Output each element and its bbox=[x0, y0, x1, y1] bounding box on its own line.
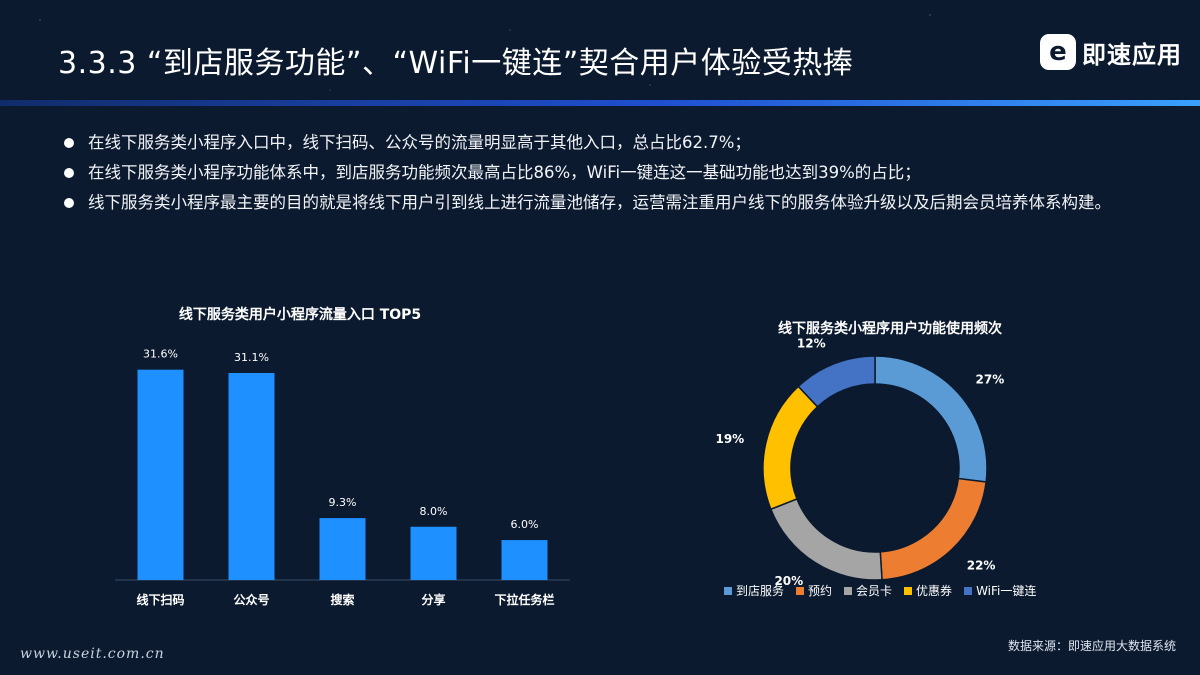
bar-category-label: 公众号 bbox=[233, 592, 269, 607]
legend-item: 优惠券 bbox=[904, 582, 952, 599]
donut-slice bbox=[874, 355, 988, 483]
donut-slice bbox=[762, 385, 819, 511]
bar bbox=[410, 526, 457, 580]
donut-value-label: 22% bbox=[967, 559, 996, 573]
donut-value-label: 19% bbox=[715, 432, 744, 446]
donut-value-label: 12% bbox=[797, 336, 826, 350]
brand-mark-icon: e bbox=[1040, 34, 1076, 70]
bar bbox=[228, 373, 275, 580]
legend-label: 会员卡 bbox=[856, 584, 893, 598]
legend-label: 预约 bbox=[808, 584, 833, 598]
bar-category-label: 分享 bbox=[421, 592, 445, 607]
page-title: 3.3.3 “到店服务功能”、“WiFi一键连”契合用户体验受热捧 bbox=[58, 46, 854, 81]
legend-label: WiFi一键连 bbox=[976, 584, 1037, 598]
header-divider bbox=[0, 100, 1200, 106]
bar-chart-title: 线下服务类用户小程序流量入口 TOP5 bbox=[178, 307, 422, 323]
donut-slice bbox=[769, 497, 883, 581]
legend-swatch bbox=[724, 586, 732, 595]
legend-swatch bbox=[904, 586, 913, 595]
bullet-item: 线下服务类小程序最主要的目的就是将线下用户引到线上进行流量池储存，运营需注重用户… bbox=[64, 188, 1144, 218]
brand-name: 即速应用 bbox=[1082, 40, 1182, 69]
legend-item: 预约 bbox=[796, 582, 832, 599]
legend-label: 到店服务 bbox=[736, 584, 785, 598]
legend-swatch bbox=[844, 586, 853, 595]
brand-logo: e 即速应用 bbox=[1040, 34, 1182, 70]
legend-item: WiFi一键连 bbox=[964, 582, 1036, 599]
bar bbox=[319, 518, 366, 580]
legend-label: 优惠券 bbox=[916, 584, 953, 598]
donut-value-label: 27% bbox=[976, 372, 1005, 386]
bar-category-label: 下拉任务栏 bbox=[494, 592, 554, 607]
bar-value-label: 8.0% bbox=[420, 505, 448, 518]
bullet-item: 在线下服务类小程序功能体系中，到店服务功能频次最高占比86%，WiFi一键连这一… bbox=[64, 158, 1144, 188]
donut-value-label: 20% bbox=[774, 574, 803, 588]
bar-value-label: 31.6% bbox=[143, 348, 178, 361]
bar-category-label: 搜索 bbox=[330, 592, 354, 607]
legend-item: 会员卡 bbox=[844, 582, 892, 599]
donut-chart-title: 线下服务类小程序用户功能使用频次 bbox=[778, 321, 1002, 337]
data-source: 数据来源：即速应用大数据系统 bbox=[1007, 639, 1176, 653]
bullet-item: 在线下服务类小程序入口中，线下扫码、公众号的流量明显高于其他入口，总占比62.7… bbox=[64, 128, 1144, 158]
bar-category-label: 线下扫码 bbox=[136, 592, 184, 607]
bar-value-label: 31.1% bbox=[234, 351, 269, 364]
legend-item: 到店服务 bbox=[724, 582, 784, 599]
bar bbox=[501, 540, 548, 580]
bar-value-label: 9.3% bbox=[329, 496, 357, 509]
legend-swatch bbox=[964, 586, 973, 595]
bar bbox=[137, 369, 184, 580]
summary-bullets: 在线下服务类小程序入口中，线下扫码、公众号的流量明显高于其他入口，总占比62.7… bbox=[64, 128, 1144, 218]
donut-slice bbox=[797, 355, 876, 408]
legend-swatch bbox=[796, 586, 805, 595]
donut-legend: 到店服务 预约 会员卡 优惠券 WiFi一键连 bbox=[724, 582, 1036, 599]
bar-value-label: 6.0% bbox=[511, 518, 539, 531]
watermark: www.useit.com.cn bbox=[20, 646, 165, 662]
